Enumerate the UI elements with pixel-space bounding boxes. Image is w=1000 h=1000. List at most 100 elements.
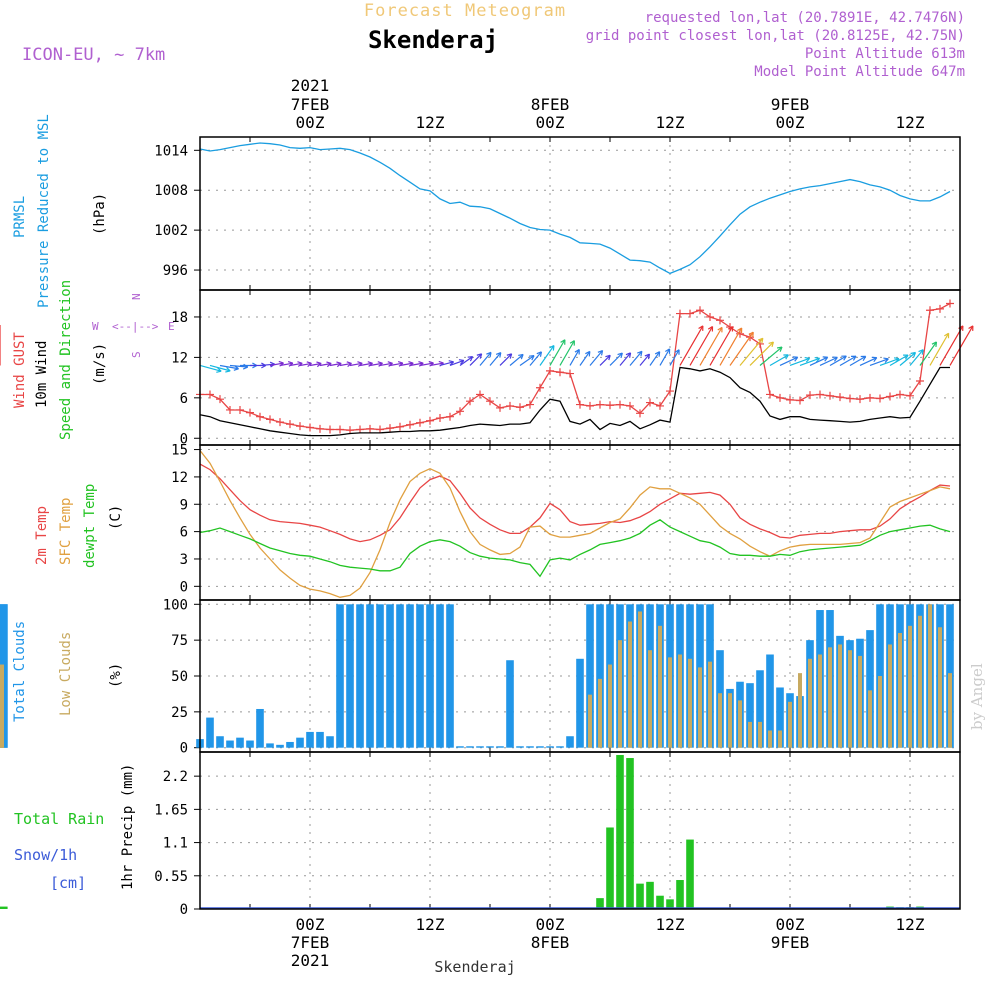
wind-arrow — [759, 346, 783, 366]
gust-marker — [646, 398, 654, 407]
bottom-time-label: 8FEB — [531, 933, 570, 952]
bar-rain — [606, 827, 614, 909]
wind-arrow-head — [225, 366, 231, 373]
label-percent: (%) — [108, 663, 124, 688]
gust-marker — [556, 368, 564, 377]
bar-low-clouds — [798, 673, 802, 748]
wind-arrow — [709, 326, 734, 366]
wind-arrow-head — [346, 361, 352, 368]
wind-arrow — [719, 327, 743, 366]
wind-arrow — [329, 362, 342, 367]
wind-arrow — [599, 354, 611, 366]
label-ms: (m/s) — [92, 343, 108, 385]
wind-arrow — [939, 325, 964, 366]
bar-total-clouds — [506, 660, 514, 748]
wind-arrow-head — [776, 346, 783, 352]
bar-low-clouds — [708, 661, 712, 748]
bottom-time-label: 12Z — [416, 915, 445, 934]
bar-low-clouds — [718, 693, 722, 748]
wind-arrow — [409, 362, 424, 367]
gust-marker — [286, 420, 294, 429]
wind-arrow-head — [336, 361, 342, 368]
wind-arrow — [839, 355, 857, 366]
wind-arrow — [859, 357, 878, 367]
label-pressure-msl: Pressure Reduced to MSL — [36, 114, 52, 308]
panel-temp: 15 12 9 6 3 0 — [171, 443, 961, 601]
wind-arrow — [809, 356, 828, 367]
gust-marker — [806, 391, 814, 400]
location-title: Skenderaj — [368, 26, 498, 54]
wind-arrow — [489, 352, 502, 366]
panel-clouds: 100 75 50 25 0 — [0, 597, 961, 757]
wind-arrow — [849, 355, 867, 366]
bar-low-clouds — [828, 647, 832, 748]
gust-marker — [406, 420, 414, 429]
top-year-label: 2021 — [291, 76, 330, 95]
gust-marker — [936, 304, 944, 313]
bar-low-clouds — [908, 625, 912, 748]
bottom-time-label: 9FEB — [771, 933, 810, 952]
bar-low-clouds — [688, 658, 692, 748]
wind-arrow — [299, 362, 312, 367]
bar-low-clouds — [0, 664, 4, 748]
gridpoint-coords: grid point closest lon,lat (20.8125E, 42… — [586, 28, 965, 44]
wind-arrow — [799, 357, 820, 367]
wind-compass: N S W E <--|--> — [92, 293, 175, 358]
top-time-label: 12Z — [656, 113, 685, 132]
bottom-time-label: 00Z — [776, 915, 805, 934]
bar-rain — [0, 906, 8, 909]
top-time-label: 00Z — [296, 113, 325, 132]
panel-precip: 2.2 1.65 1.1 0.55 0 — [0, 751, 961, 918]
y-tick-label: 50 — [171, 669, 188, 685]
wind-arrow-head — [851, 355, 857, 361]
gust-marker — [456, 407, 464, 416]
wind-arrow-head — [903, 354, 909, 360]
wind-arrow — [819, 356, 838, 367]
wind-arrow — [469, 353, 483, 366]
bar-total-clouds — [586, 604, 594, 748]
wind-arrow-head — [822, 356, 829, 362]
bar-rain — [636, 883, 644, 909]
wind-arrow — [879, 358, 900, 367]
gust-marker — [716, 316, 724, 325]
gust-marker — [446, 412, 454, 421]
y-tick-label: 1.65 — [154, 802, 188, 818]
wind-arrow-head — [737, 327, 743, 333]
bar-total-clouds — [456, 746, 464, 748]
y-tick-label: 12 — [171, 350, 188, 366]
wind-arrow — [349, 362, 363, 367]
bar-low-clouds — [778, 730, 782, 748]
wind-arrow-head — [605, 354, 611, 361]
wind-arrow-head — [467, 356, 474, 362]
forecast-meteogram-title: Forecast Meteogram — [364, 1, 566, 21]
wind-arrow-head — [495, 352, 502, 358]
gust-marker — [926, 306, 934, 315]
wind-arrow — [379, 362, 393, 367]
gust-marker — [766, 390, 774, 399]
bar-low-clouds — [848, 650, 852, 748]
wind-arrow-head — [883, 357, 889, 363]
y-tick-label: 6 — [180, 391, 188, 407]
wind-arrow — [359, 362, 373, 367]
bar-total-clouds — [426, 604, 434, 748]
gust-marker — [586, 401, 594, 410]
bottom-time-label: 00Z — [536, 915, 565, 934]
bar-total-clouds — [406, 604, 414, 748]
gust-marker — [876, 394, 884, 403]
bar-total-clouds — [326, 736, 334, 748]
gust-marker — [316, 424, 324, 433]
gust-marker — [516, 403, 524, 412]
bar-rain — [676, 880, 684, 909]
bar-total-clouds — [486, 746, 494, 748]
bar-low-clouds — [758, 721, 762, 748]
wind-arrow — [649, 351, 661, 366]
y-tick-label: 75 — [171, 633, 188, 649]
wind-arrow-head — [832, 356, 838, 362]
wind-arrow — [659, 348, 671, 366]
gust-marker — [306, 423, 314, 432]
bar-total-clouds — [466, 746, 474, 748]
wind-arrow-head — [326, 361, 332, 368]
label-sfc-temp: SFC Temp — [58, 498, 74, 565]
wind-arrow — [539, 345, 555, 366]
